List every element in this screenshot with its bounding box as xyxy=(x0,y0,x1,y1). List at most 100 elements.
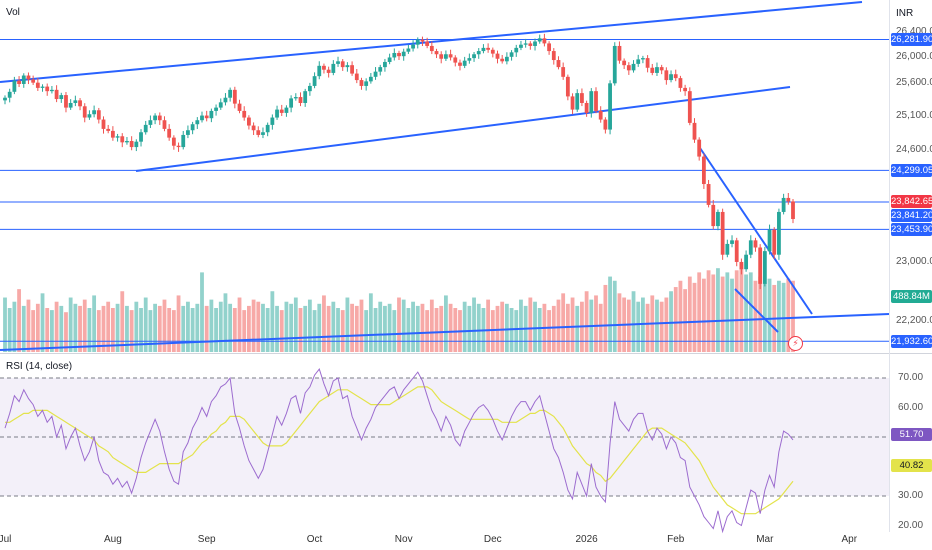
volume-bar xyxy=(204,305,209,352)
volume-bar xyxy=(31,310,36,352)
candle-body xyxy=(120,136,125,143)
volume-bar xyxy=(429,299,434,352)
rsi-title[interactable]: RSI (14, close) xyxy=(6,361,73,372)
candle-body xyxy=(284,107,289,113)
volume-bar xyxy=(218,301,223,352)
candle-body xyxy=(692,122,697,140)
volume-bar xyxy=(64,312,68,352)
candle-body xyxy=(603,119,608,130)
candle-body xyxy=(767,229,772,252)
volume-bar xyxy=(26,299,31,352)
candle-body xyxy=(622,60,627,66)
volume-bar xyxy=(453,308,458,352)
candle-body xyxy=(617,45,622,61)
candle-body xyxy=(21,75,26,84)
volume-bar xyxy=(171,310,176,352)
candle-body xyxy=(580,93,584,103)
volume-bar xyxy=(232,308,237,352)
candle-body xyxy=(519,44,523,48)
candle-body xyxy=(26,75,31,80)
volume-bar xyxy=(359,299,364,352)
volume-bar xyxy=(45,308,50,352)
rsi-tick-label: 70.00 xyxy=(898,372,924,383)
candle-body xyxy=(125,140,129,143)
candle-body xyxy=(340,61,345,68)
candle-body xyxy=(406,48,411,52)
volume-bar xyxy=(125,305,129,352)
volume-bar xyxy=(40,293,45,352)
volume-bar xyxy=(17,289,21,352)
time-tick-label: Jul xyxy=(0,534,12,545)
price-tick-label: 25,100.00 xyxy=(896,110,932,122)
candle-body xyxy=(129,140,134,148)
time-tick-label: 2026 xyxy=(575,534,598,545)
volume-bar xyxy=(73,303,78,352)
volume-bar xyxy=(687,276,692,352)
volume-bar xyxy=(78,305,82,352)
volume-bar xyxy=(762,282,767,352)
candle-body xyxy=(401,51,406,57)
candle-body xyxy=(570,96,575,110)
candle-body xyxy=(551,51,556,61)
volume-bar xyxy=(7,308,12,352)
volume-bar xyxy=(753,280,758,352)
volume-bar xyxy=(92,295,97,352)
horizontal-levels[interactable] xyxy=(0,38,889,342)
candle-body xyxy=(303,91,308,103)
level-badge: 23,841.20 xyxy=(891,208,932,222)
candle-body xyxy=(214,107,218,111)
candle-body xyxy=(725,243,730,255)
rsi-value-badge: 51.70 xyxy=(891,428,932,441)
level-badge: 23,842.65 xyxy=(891,195,932,209)
candle-body xyxy=(636,59,641,64)
candle-body xyxy=(139,132,143,142)
flash-icon[interactable]: ⚡ xyxy=(788,336,803,351)
candle-body xyxy=(373,71,378,77)
candle-body xyxy=(190,124,195,131)
candles xyxy=(3,33,795,290)
volume-bar xyxy=(82,299,87,352)
volume-bar xyxy=(519,299,523,352)
candle-body xyxy=(786,197,791,202)
volume-bar xyxy=(129,310,134,352)
candle-body xyxy=(218,102,223,108)
candle-body xyxy=(153,115,157,121)
candle-body xyxy=(40,86,45,88)
rsi-ma-badge: 40.82 xyxy=(891,459,932,472)
candle-body xyxy=(556,60,561,68)
volume-bar xyxy=(279,310,284,352)
candle-body xyxy=(612,45,617,84)
volume-bar xyxy=(594,295,598,352)
volume-bar xyxy=(195,303,200,352)
candle-body xyxy=(739,261,744,270)
time-tick-label: Feb xyxy=(667,534,685,545)
volume-bar xyxy=(486,299,491,352)
volume-bar xyxy=(626,299,631,352)
candle-body xyxy=(392,52,397,58)
candle-body xyxy=(411,44,415,49)
candle-body xyxy=(495,53,500,59)
candle-body xyxy=(730,240,734,244)
volume-bar xyxy=(293,297,298,352)
volume-bar xyxy=(162,299,167,352)
trendline xyxy=(135,86,791,172)
candle-body xyxy=(472,54,476,59)
volume-bar xyxy=(383,305,387,352)
trendlines[interactable] xyxy=(0,1,890,351)
candle-body xyxy=(256,130,261,135)
volume-bar xyxy=(322,295,326,352)
candle-body xyxy=(148,120,153,125)
volume-bar xyxy=(256,301,261,352)
candle-body xyxy=(425,41,430,46)
volume-bar xyxy=(336,308,340,352)
candle-body xyxy=(31,79,36,83)
candle-body xyxy=(429,45,434,52)
candle-body xyxy=(537,38,542,42)
candle-body xyxy=(106,128,111,131)
volume-bar xyxy=(697,272,702,352)
volume-bar xyxy=(303,305,308,352)
candle-body xyxy=(458,62,462,66)
candle-body xyxy=(157,115,162,121)
volume-bar xyxy=(748,272,753,352)
